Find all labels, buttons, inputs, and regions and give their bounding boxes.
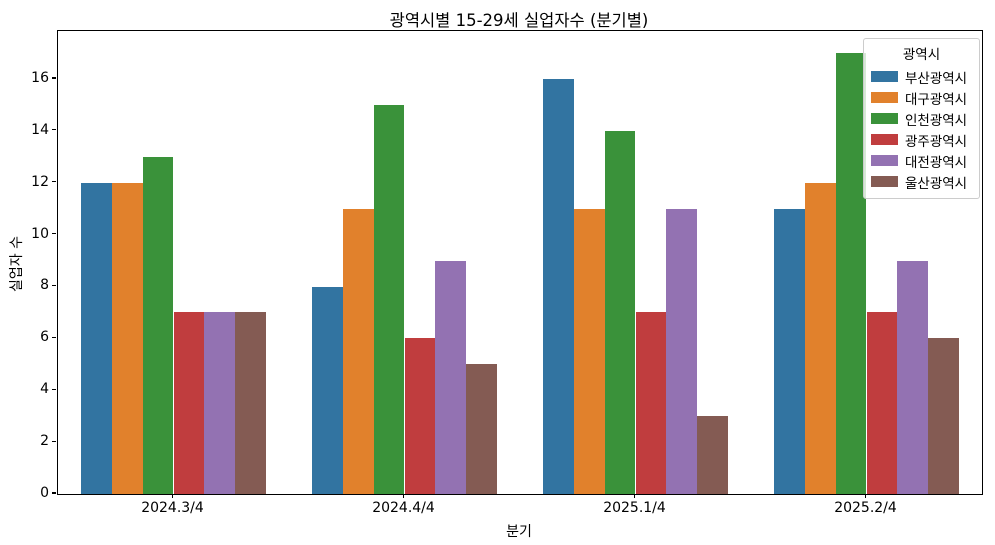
bar-대전광역시-2024.3/4 [204,312,236,494]
bar-대전광역시-2025.1/4 [666,208,698,494]
bar-부산광역시-2024.4/4 [312,286,343,494]
legend-item-인천광역시: 인천광역시 [871,108,972,129]
bar-대구광역시-2024.4/4 [342,208,374,494]
chart-title: 광역시별 15-29세 실업자수 (분기별) [389,11,649,30]
bar-대전광역시-2024.4/4 [435,260,467,494]
x-tick-mark [864,494,867,498]
bar-부산광역시-2025.1/4 [543,79,574,494]
bar-광주광역시-2024.3/4 [173,312,205,494]
bar-울산광역시-2025.2/4 [928,338,959,494]
y-tick-label: 16 [31,69,49,86]
y-tick-mark [52,336,56,338]
y-tick-label: 10 [31,225,49,242]
bar-울산광역시-2025.1/4 [697,416,728,494]
legend-item-울산광역시: 울산광역시 [871,171,972,192]
x-tick-label: 2024.4/4 [372,500,435,516]
y-tick-mark [52,233,56,235]
bar-인천광역시-2025.2/4 [835,53,867,494]
legend-swatch-icon [871,155,898,166]
bar-인천광역시-2025.1/4 [604,130,636,494]
x-tick-label: 2025.1/4 [603,500,666,516]
bar-부산광역시-2025.2/4 [774,208,805,494]
y-tick-mark [52,388,56,390]
legend-label: 울산광역시 [905,175,968,192]
y-tick-label: 6 [40,329,49,346]
x-tick-label: 2025.2/4 [834,500,897,516]
bar-대구광역시-2025.1/4 [573,208,605,494]
legend-label: 광주광역시 [905,133,968,150]
legend-swatch-icon [871,134,898,145]
bar-대전광역시-2025.2/4 [897,260,929,494]
bar-울산광역시-2024.3/4 [235,312,266,494]
legend-label: 부산광역시 [905,70,968,87]
legend-label: 인천광역시 [905,112,968,129]
legend-swatch-icon [871,113,898,124]
y-tick-label: 14 [31,121,49,138]
legend-item-광주광역시: 광주광역시 [871,129,972,150]
bar-부산광역시-2024.3/4 [81,182,112,494]
legend-swatch-icon [871,92,898,103]
bar-인천광역시-2024.4/4 [373,104,405,494]
bar-울산광역시-2024.4/4 [466,364,497,494]
y-tick-mark [52,129,56,131]
y-tick-label: 4 [40,381,49,398]
legend-swatch-icon [871,176,898,187]
x-axis-label: 분기 [506,524,532,540]
bar-인천광역시-2024.3/4 [142,156,174,494]
legend-item-대전광역시: 대전광역시 [871,150,972,171]
legend-swatch-icon [871,71,898,82]
bar-광주광역시-2025.1/4 [635,312,667,494]
x-tick-mark [402,494,405,498]
y-tick-label: 2 [40,433,49,450]
y-tick-label: 12 [31,173,49,190]
y-tick-mark [52,77,56,79]
bar-대구광역시-2025.2/4 [804,182,836,494]
bar-대구광역시-2024.3/4 [111,182,143,494]
plot-area [57,30,983,495]
x-tick-mark [633,494,636,498]
y-tick-mark [52,492,56,494]
legend-item-부산광역시: 부산광역시 [871,66,972,87]
y-tick-mark [52,181,56,183]
legend-label: 대구광역시 [905,91,968,108]
legend-title: 광역시 [902,47,941,63]
x-tick-mark [171,494,174,498]
y-tick-label: 8 [40,277,49,294]
bar-광주광역시-2024.4/4 [404,338,436,494]
y-tick-mark [52,284,56,287]
x-tick-label: 2024.3/4 [141,500,204,516]
legend-label: 대전광역시 [905,154,968,171]
y-axis-label: 실업자 수 [9,236,25,292]
y-tick-mark [52,440,56,442]
y-tick-label: 0 [40,485,49,501]
bar-광주광역시-2025.2/4 [866,312,898,494]
legend-item-대구광역시: 대구광역시 [871,87,972,108]
